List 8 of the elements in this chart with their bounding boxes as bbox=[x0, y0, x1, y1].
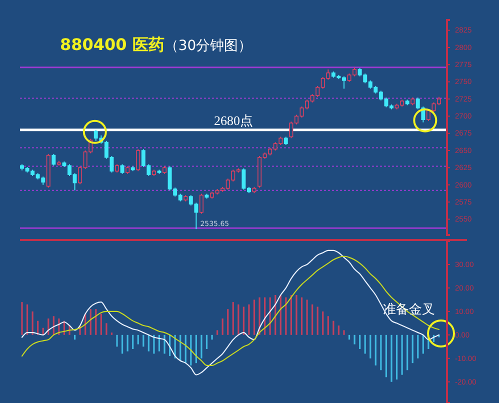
candlestick bbox=[136, 148, 140, 172]
ref-line-label: 2680点 bbox=[214, 112, 253, 128]
candlestick bbox=[52, 153, 56, 166]
text: 880400 医药 bbox=[60, 35, 164, 54]
text: （30分钟图） bbox=[164, 38, 252, 54]
annotation: 准备金叉 bbox=[383, 302, 435, 318]
candlestick bbox=[120, 164, 124, 174]
candlestick bbox=[199, 193, 204, 214]
